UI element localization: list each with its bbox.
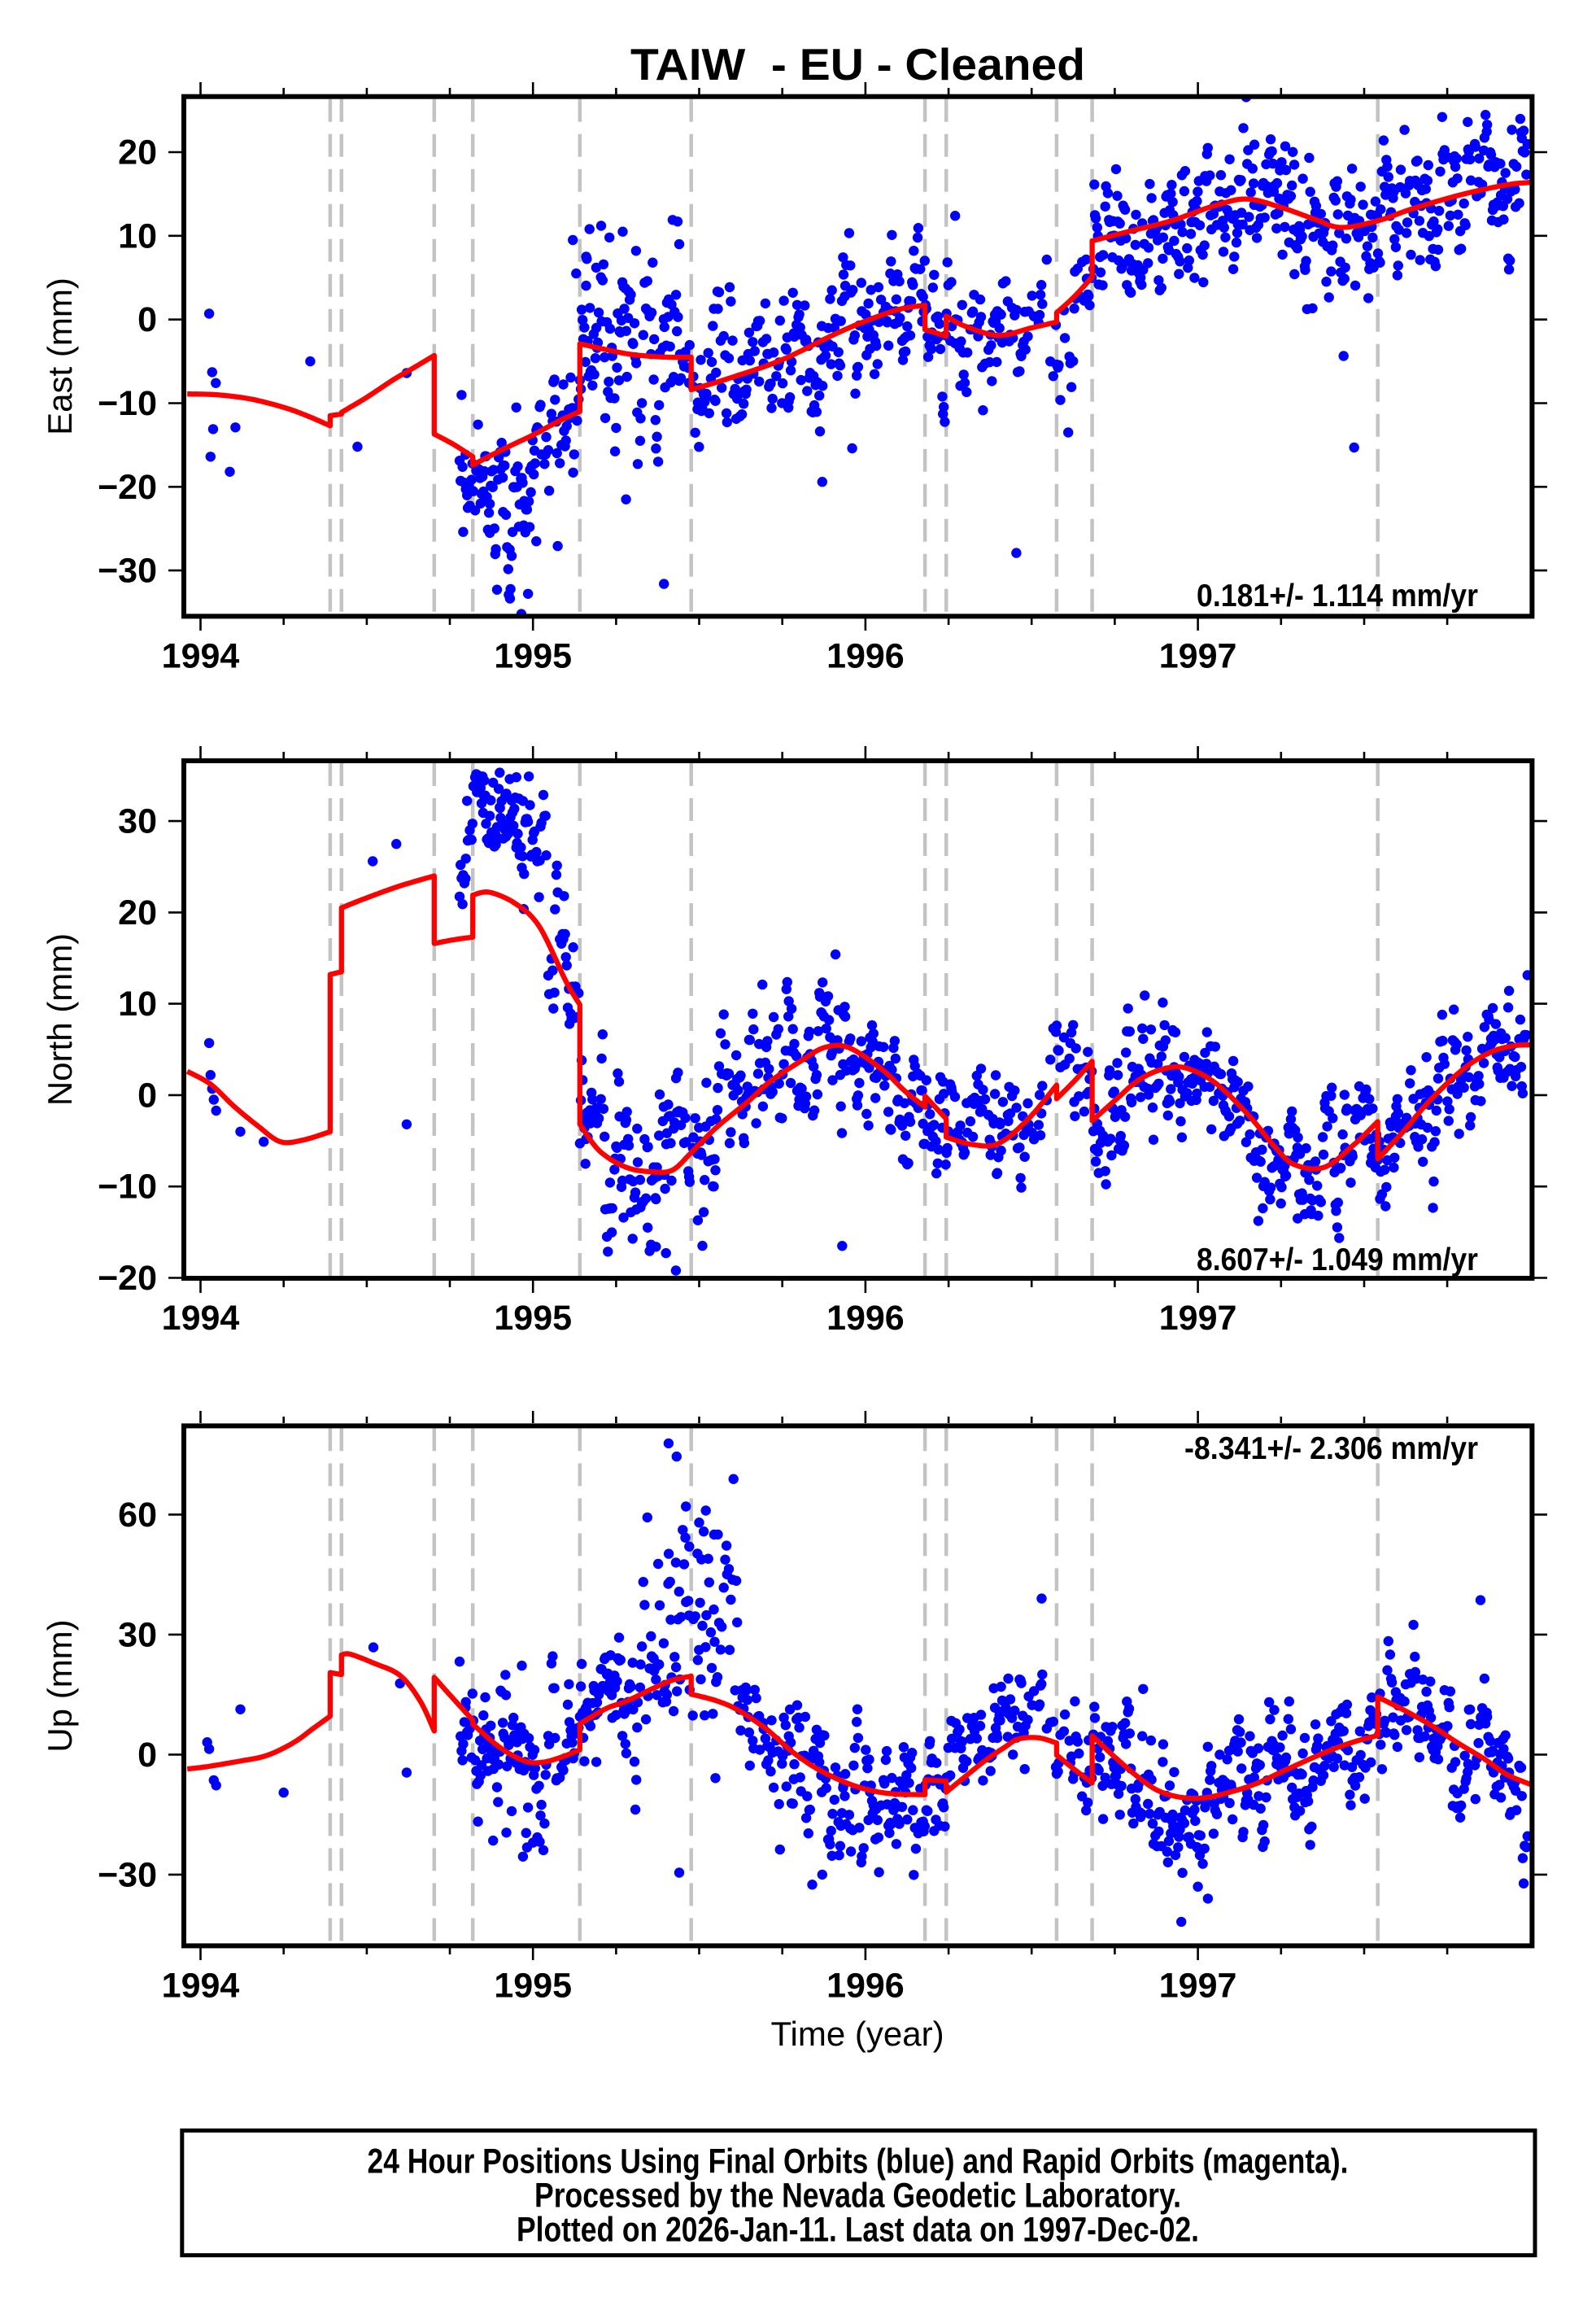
svg-text:10: 10: [118, 216, 157, 255]
svg-text:1996: 1996: [826, 636, 905, 675]
svg-text:Plotted on 2026-Jan-11. Last d: Plotted on 2026-Jan-11. Last data on 199…: [517, 2210, 1199, 2249]
svg-text:1996: 1996: [826, 1299, 905, 1338]
svg-text:60: 60: [118, 1496, 157, 1535]
svg-text:0: 0: [137, 1736, 157, 1775]
svg-text:1997: 1997: [1159, 636, 1237, 675]
svg-text:−10: −10: [98, 1168, 157, 1207]
svg-text:North (mm): North (mm): [41, 933, 79, 1106]
svg-text:-8.341+/- 2.306 mm/yr: -8.341+/- 2.306 mm/yr: [1184, 1431, 1478, 1466]
svg-text:1995: 1995: [494, 636, 572, 675]
svg-text:30: 30: [118, 1615, 157, 1654]
svg-text:−20: −20: [98, 1259, 157, 1298]
svg-text:1997: 1997: [1159, 1966, 1237, 2005]
svg-text:0: 0: [137, 300, 157, 339]
svg-text:1994: 1994: [162, 1299, 240, 1338]
svg-text:1995: 1995: [494, 1966, 572, 2005]
svg-text:1996: 1996: [826, 1966, 905, 2005]
svg-text:−30: −30: [98, 552, 157, 591]
svg-text:East (mm): East (mm): [41, 277, 79, 435]
svg-text:1997: 1997: [1159, 1299, 1237, 1338]
svg-text:Time (year): Time (year): [770, 2015, 944, 2053]
svg-text:24 Hour Positions Using Final: 24 Hour Positions Using Final Orbits (bl…: [368, 2142, 1349, 2181]
svg-text:0: 0: [137, 1076, 157, 1115]
svg-text:1994: 1994: [162, 636, 240, 675]
svg-text:1994: 1994: [162, 1966, 240, 2005]
svg-text:20: 20: [118, 893, 157, 932]
svg-text:0.181+/- 1.114 mm/yr: 0.181+/- 1.114 mm/yr: [1197, 579, 1478, 614]
svg-text:TAIW - EU - Cleaned: TAIW - EU - Cleaned: [630, 39, 1085, 90]
svg-text:30: 30: [118, 802, 157, 841]
svg-text:20: 20: [118, 133, 157, 172]
svg-text:10: 10: [118, 985, 157, 1024]
svg-text:Processed by the Nevada Geodet: Processed by the Nevada Geodetic Laborat…: [534, 2177, 1181, 2216]
svg-text:Up (mm): Up (mm): [41, 1619, 79, 1752]
svg-text:8.607+/- 1.049 mm/yr: 8.607+/- 1.049 mm/yr: [1197, 1242, 1478, 1277]
svg-text:−30: −30: [98, 1855, 157, 1894]
svg-text:1995: 1995: [494, 1299, 572, 1338]
svg-text:−20: −20: [98, 468, 157, 507]
svg-text:−10: −10: [98, 384, 157, 423]
